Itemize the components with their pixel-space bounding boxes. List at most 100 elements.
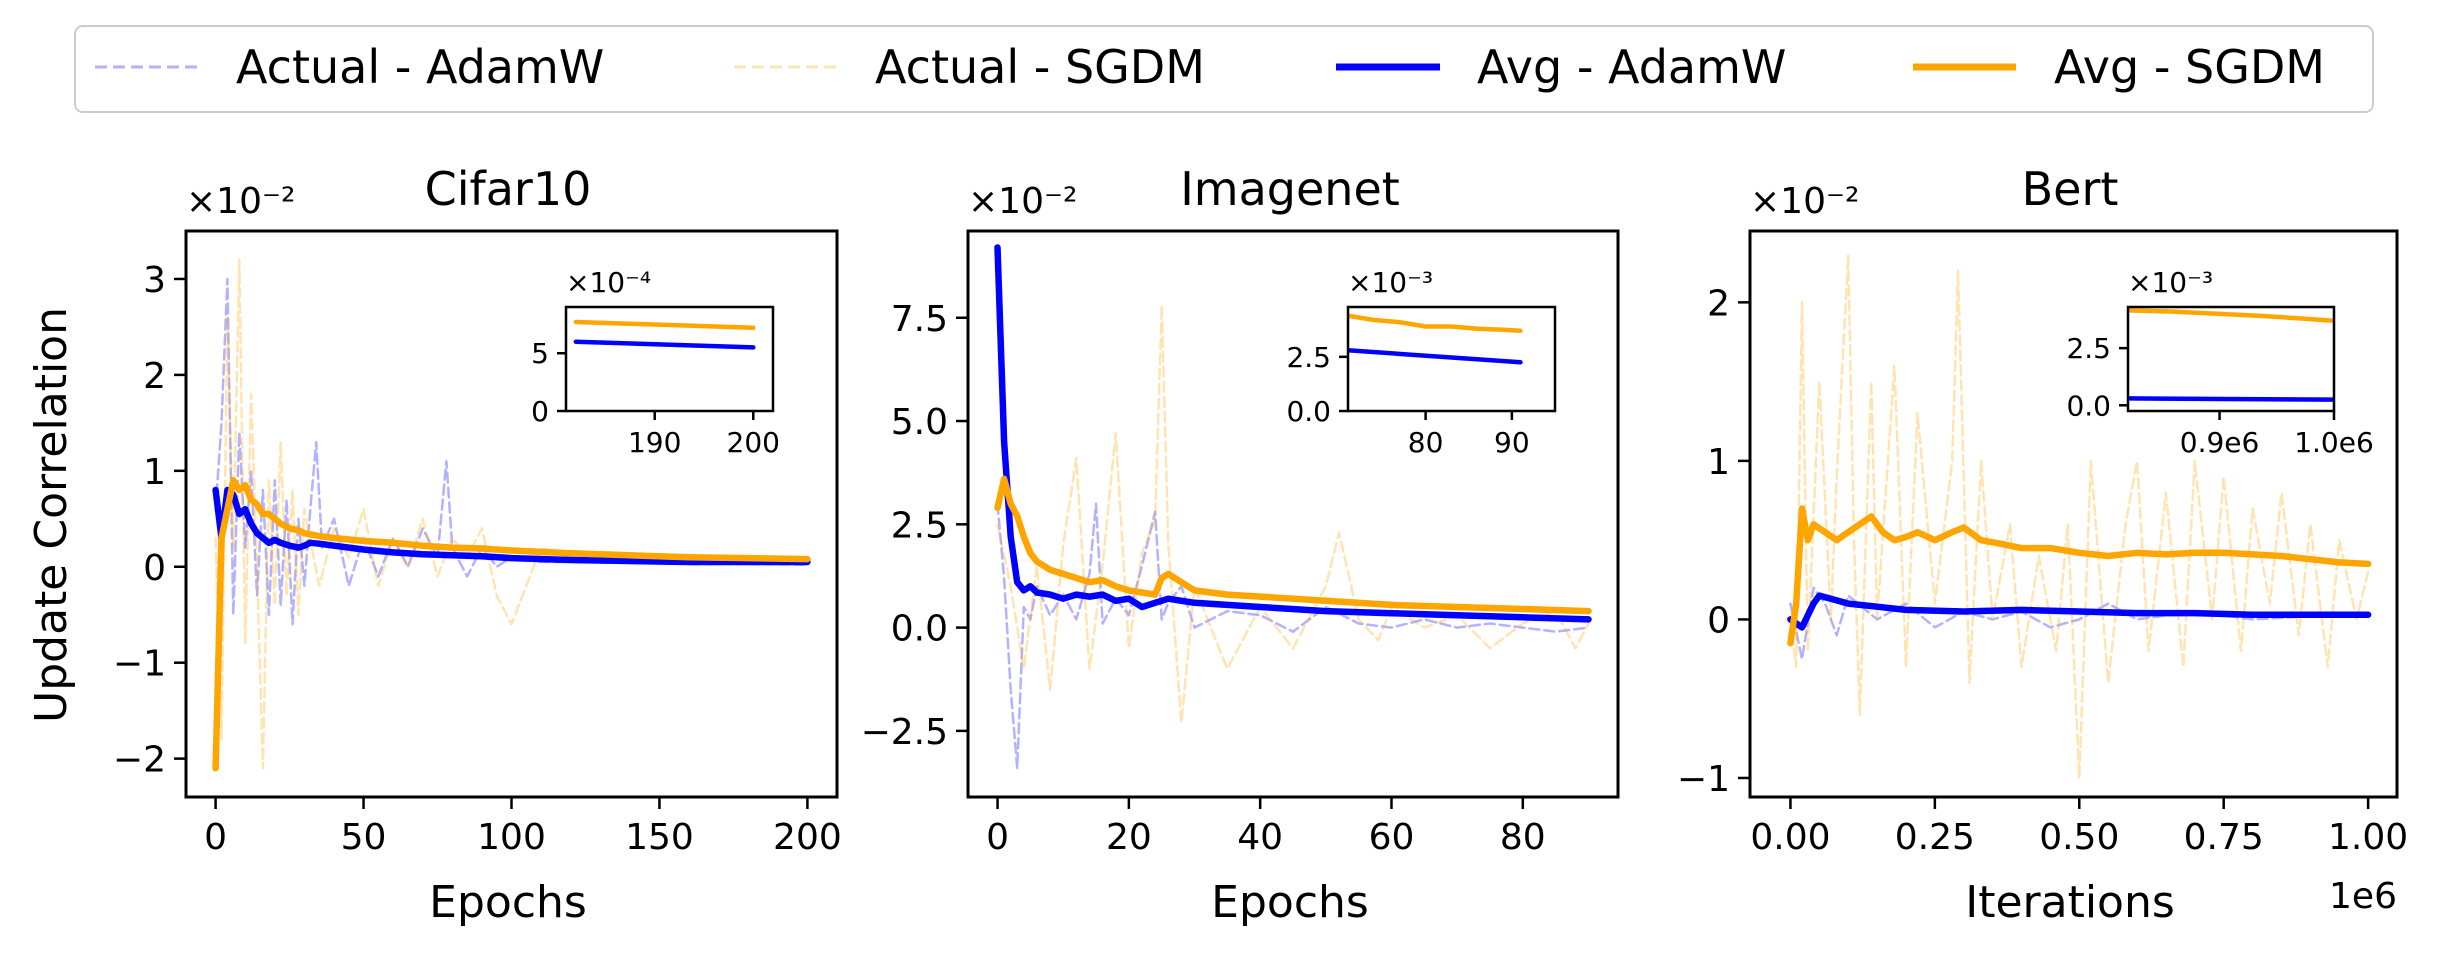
x-tick-label: 0.25 (1895, 817, 1975, 858)
x-tick-label: 50 (341, 817, 387, 858)
frame (1748, 229, 2399, 799)
inset-background (2128, 307, 2334, 411)
y-multiplier: ×10⁻² (1750, 181, 1859, 222)
inset-frame (2126, 305, 2336, 413)
x-axis-label: Epochs (429, 877, 587, 928)
inset-y-tick-label: 0 (531, 395, 549, 428)
inset-series-avg-sgdm (1348, 313, 1523, 334)
inset-x-tick-label: 0.9e6 (2180, 426, 2260, 459)
inset-x-tick-label: 200 (727, 426, 780, 459)
y-multiplier: ×10⁻² (186, 181, 295, 222)
x-tick-label: 0 (204, 817, 227, 858)
y-multiplier: ×10⁻² (968, 181, 1077, 222)
inset-series-avg-adamw (2128, 396, 2334, 402)
x-tick-label: 80 (1500, 817, 1546, 858)
series-group (994, 244, 1592, 770)
inset-multiplier: ×10⁻³ (2128, 266, 2213, 299)
legend-entry-avg-adamw: Avg - AdamW (1336, 40, 1786, 94)
inset-y-tick-label: 2.5 (1286, 341, 1331, 374)
panel-title: Bert (2022, 162, 2119, 216)
x-offset-label: 1e6 (2329, 876, 2397, 917)
series-actual-sgdm (996, 304, 1590, 724)
inset-series-avg-sgdm (2128, 308, 2334, 323)
x-tick-label: 100 (477, 817, 546, 858)
legend-entry-actual-adamw: Actual - AdamW (95, 40, 604, 94)
series-avg-adamw (212, 486, 811, 566)
y-axis-label: Update Correlation (26, 307, 77, 723)
legend-label-actual-sgdm: Actual - SGDM (875, 40, 1205, 94)
y-tick-label: 0 (143, 548, 166, 589)
legend-entry-actual-sgdm: Actual - SGDM (734, 40, 1205, 94)
y-tick-label: 3 (143, 260, 166, 301)
y-tick-label: 1 (1707, 442, 1730, 483)
series-actual-adamw (996, 502, 1590, 770)
x-tick-label: 40 (1237, 817, 1283, 858)
y-tick-label: 2 (143, 356, 166, 397)
inset-x-tick-label: 80 (1408, 426, 1444, 459)
frame (966, 229, 1620, 799)
inset-series-avg-adamw (573, 339, 756, 350)
inset-series-group (2128, 308, 2334, 402)
inset-series-avg-sgdm (573, 319, 756, 331)
series-avg-sgdm (212, 477, 811, 772)
inset-series-group (1348, 313, 1523, 365)
panel-title: Imagenet (1180, 162, 1400, 216)
inset-y-tick-label: 0.0 (2066, 389, 2111, 422)
inset-x-tick-label: 1.0e6 (2294, 426, 2374, 459)
legend-label-actual-adamw: Actual - AdamW (236, 40, 604, 94)
y-tick-label: 2.5 (891, 505, 948, 546)
inset-y-tick-label: 0.0 (1286, 395, 1331, 428)
y-tick-label: −1 (113, 644, 166, 685)
inset-frame (1346, 305, 1557, 413)
inset-x-tick-label: 90 (1494, 426, 1530, 459)
legend-label-avg-sgdm: Avg - SGDM (2054, 40, 2325, 94)
inset-multiplier: ×10⁻⁴ (566, 266, 651, 299)
series-actual-sgdm (214, 258, 809, 770)
y-tick-label: 2 (1707, 283, 1730, 324)
panel-bert: Bert ×10⁻² Iterations 1e6 0.00 0.25 0.50 0.… (1677, 162, 2408, 928)
x-tick-label: 0.75 (2184, 817, 2264, 858)
x-tick-label: 0.00 (1750, 817, 1830, 858)
series-avg-adamw (994, 244, 1592, 623)
y-tick-label: −1 (1677, 759, 1730, 800)
inset-multiplier: ×10⁻³ (1348, 266, 1433, 299)
x-tick-label: 20 (1106, 817, 1152, 858)
y-tick-label: 0.0 (891, 609, 948, 650)
inset-y-tick-label: 2.5 (2066, 332, 2111, 365)
inset-plot: ×10⁻⁴ 190 200 0 5 (531, 266, 780, 459)
inset-plot: ×10⁻³ 80 90 0.0 2.5 (1286, 266, 1557, 459)
x-tick-label: 60 (1369, 817, 1415, 858)
y-tick-label: 1 (143, 452, 166, 493)
inset-series-group (573, 319, 756, 350)
y-tick-label: 0 (1707, 600, 1730, 641)
x-axis-label: Iterations (1965, 877, 2175, 928)
y-tick-label: 7.5 (891, 299, 948, 340)
series-avg-sgdm (994, 475, 1592, 615)
panel-cifar10: Cifar10 ×10⁻² Epochs Update Correlation … (26, 162, 842, 928)
x-tick-label: 200 (773, 817, 842, 858)
y-tick-label: −2.5 (861, 712, 948, 753)
panel-imagenet: Imagenet ×10⁻² Epochs 0 20 40 60 80 −2.5 0.0 2.… (861, 162, 1620, 928)
legend-label-avg-adamw: Avg - AdamW (1477, 40, 1786, 94)
x-axis-label: Epochs (1211, 877, 1369, 928)
x-tick-label: 0 (986, 817, 1009, 858)
series-avg-adamw (1787, 592, 2372, 631)
panel-title: Cifar10 (425, 162, 592, 216)
x-tick-label: 1.00 (2328, 817, 2408, 858)
y-tick-label: −2 (113, 740, 166, 781)
inset-x-tick-label: 190 (628, 426, 681, 459)
series-actual-sgdm (1789, 253, 2370, 780)
series-group (212, 258, 811, 772)
inset-plot: ×10⁻³ 0.9e6 1.0e6 0.0 2.5 (2066, 266, 2373, 459)
series-group (1787, 253, 2372, 780)
series-avg-sgdm (1787, 505, 2372, 647)
legend-entry-avg-sgdm: Avg - SGDM (1913, 40, 2325, 94)
x-tick-label: 0.50 (2039, 817, 2119, 858)
inset-frame (564, 305, 775, 413)
inset-series-avg-adamw (1348, 348, 1523, 365)
x-tick-label: 150 (625, 817, 694, 858)
legend: Actual - AdamW Actual - SGDM Avg - AdamW… (74, 25, 2374, 113)
inset-y-tick-label: 5 (531, 337, 549, 370)
